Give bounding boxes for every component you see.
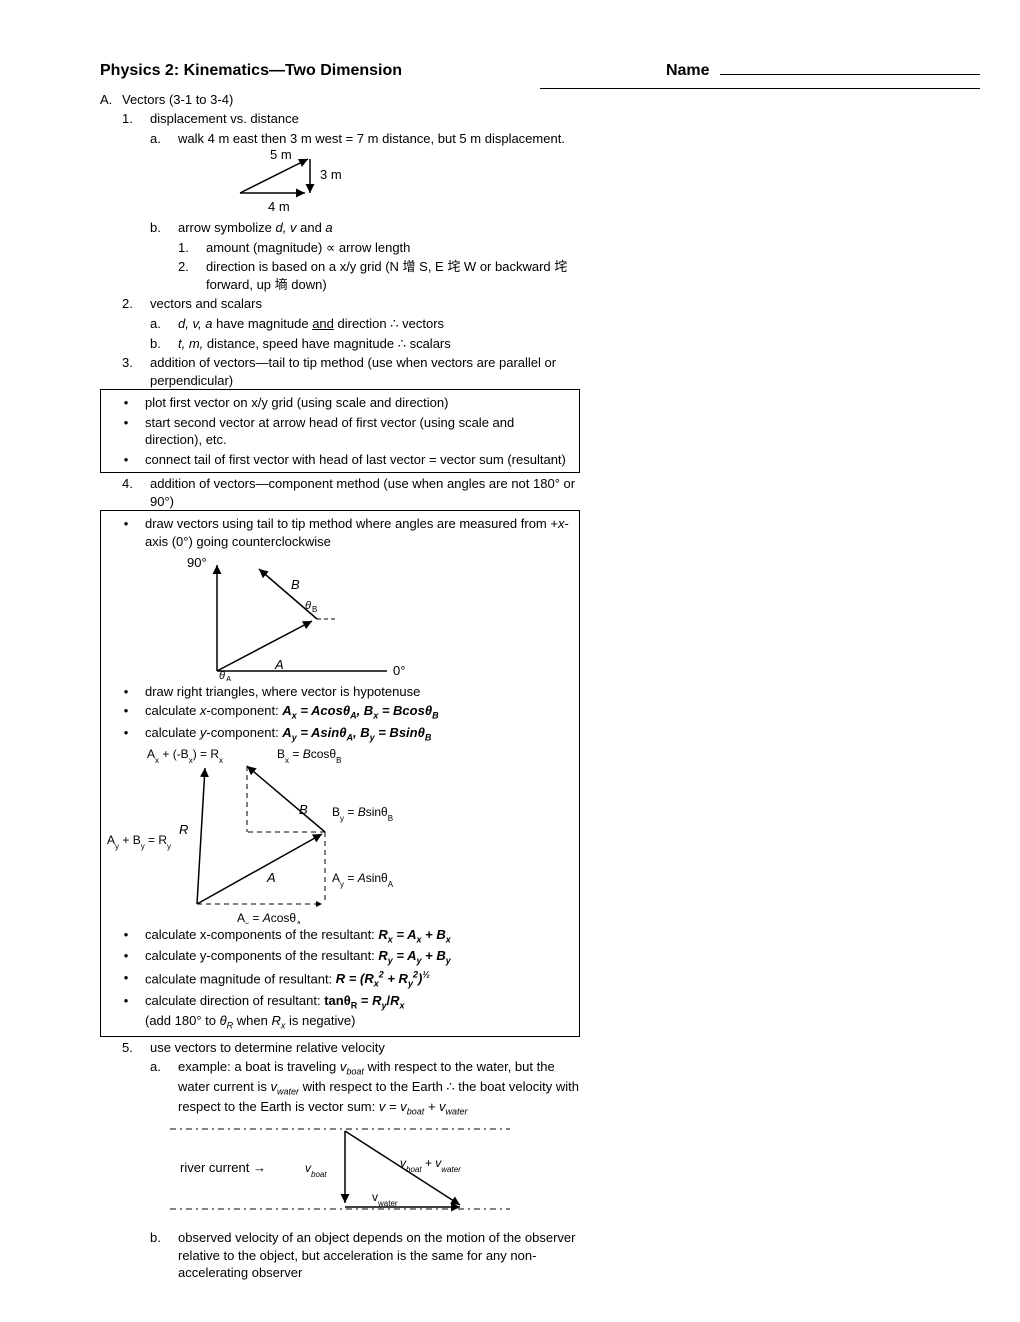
header-rule xyxy=(540,88,980,89)
triangle-diagram: 5 m 3 m 4 m xyxy=(150,147,580,217)
name-label: Name xyxy=(666,62,710,79)
section-heading: Vectors (3-1 to 3-4) xyxy=(122,91,233,109)
svg-text:θ: θ xyxy=(219,670,225,681)
item-2a: a. d, v, a have magnitude and direction … xyxy=(150,315,580,333)
sub-text: arrow symbolize d, v and a xyxy=(178,219,333,237)
svg-text:A: A xyxy=(266,870,276,885)
svg-text:vwater: vwater xyxy=(372,1190,398,1208)
sub-letter: b. xyxy=(150,1229,178,1282)
item-text: addition of vectors—tail to tip method (… xyxy=(150,354,580,389)
sub-text: amount (magnitude) ∝ arrow length xyxy=(206,239,410,257)
item-num: 3. xyxy=(122,354,150,389)
bullet-text: calculate y-components of the resultant:… xyxy=(145,947,451,967)
section-A: A. Vectors (3-1 to 3-4) xyxy=(100,91,580,109)
bullet-text: calculate y-component: Ay = AsinθA, By =… xyxy=(145,724,431,744)
axis-diagram: 90° 0° A θA B θB xyxy=(107,551,573,681)
sub-text: observed velocity of an object depends o… xyxy=(178,1229,580,1282)
bullet-text: draw vectors using tail to tip method wh… xyxy=(145,515,573,550)
item-4: 4. addition of vectors—component method … xyxy=(122,475,580,510)
bullet-text: calculate x-components of the resultant:… xyxy=(145,926,451,946)
sub-text: example: a boat is traveling vboat with … xyxy=(178,1058,580,1117)
item-3: 3. addition of vectors—tail to tip metho… xyxy=(122,354,580,389)
svg-text:B: B xyxy=(312,605,317,614)
river-diagram: river current → vboat vboat + vwater vwa… xyxy=(150,1117,580,1227)
svg-text:A: A xyxy=(226,675,232,681)
sub-letter: a. xyxy=(150,315,178,333)
name-field: Name xyxy=(666,60,980,82)
sub-letter: a. xyxy=(150,1058,178,1117)
bullet-icon: • xyxy=(107,414,145,449)
svg-text:90°: 90° xyxy=(187,555,207,570)
bullet-text: calculate direction of resultant: tanθR … xyxy=(145,992,405,1031)
bullet-icon: • xyxy=(107,394,145,412)
bullet-icon: • xyxy=(107,947,145,967)
item-text: vectors and scalars xyxy=(150,295,262,313)
item-5a: a. example: a boat is traveling vboat wi… xyxy=(150,1058,580,1117)
name-blank-line xyxy=(720,74,980,75)
sub-num: 1. xyxy=(178,239,206,257)
item-1a: a. walk 4 m east then 3 m west = 7 m dis… xyxy=(150,130,580,148)
svg-text:river current →: river current → xyxy=(180,1160,266,1175)
bullet-text: draw right triangles, where vector is hy… xyxy=(145,683,420,701)
svg-text:θ: θ xyxy=(305,600,311,612)
item-1b2: 2. direction is based on a x/y grid (N 增… xyxy=(178,258,580,293)
svg-text:Ay = AsinθA: Ay = AsinθA xyxy=(332,871,394,889)
svg-text:Ax = AcosθA: Ax = AcosθA xyxy=(237,911,302,924)
sub-text: t, m, distance, speed have magnitude ∴ s… xyxy=(178,335,451,353)
svg-text:B: B xyxy=(299,802,308,817)
sub-num: 2. xyxy=(178,258,206,293)
svg-text:By = BsinθB: By = BsinθB xyxy=(332,805,393,823)
bullet-text: plot first vector on x/y grid (using sca… xyxy=(145,394,448,412)
item-2b: b. t, m, distance, speed have magnitude … xyxy=(150,335,580,353)
item-5b: b. observed velocity of an object depend… xyxy=(150,1229,580,1282)
item-num: 4. xyxy=(122,475,150,510)
svg-text:R: R xyxy=(179,822,188,837)
label-3m: 3 m xyxy=(320,167,342,182)
item-num: 2. xyxy=(122,295,150,313)
bullet-text: connect tail of first vector with head o… xyxy=(145,451,566,469)
bullet-icon: • xyxy=(107,992,145,1031)
sub-letter: b. xyxy=(150,335,178,353)
item-1b1: 1. amount (magnitude) ∝ arrow length xyxy=(178,239,580,257)
bullet-text: calculate magnitude of resultant: R = (R… xyxy=(145,969,430,990)
item-text: use vectors to determine relative veloci… xyxy=(150,1039,385,1057)
svg-text:Ax + (-Bx) = Rx: Ax + (-Bx) = Rx xyxy=(147,747,223,765)
page-title: Physics 2: Kinematics—Two Dimension xyxy=(100,60,402,82)
bullet-icon: • xyxy=(107,724,145,744)
sub-letter: a. xyxy=(150,130,178,148)
bullet-box-4: • draw vectors using tail to tip method … xyxy=(100,510,580,1036)
item-2: 2. vectors and scalars xyxy=(122,295,580,313)
label-4m: 4 m xyxy=(268,199,290,214)
bullet-box-3: •plot first vector on x/y grid (using sc… xyxy=(100,389,580,473)
label-5m: 5 m xyxy=(270,147,292,162)
bullet-text: start second vector at arrow head of fir… xyxy=(145,414,573,449)
item-text: addition of vectors—component method (us… xyxy=(150,475,580,510)
item-text: displacement vs. distance xyxy=(150,110,299,128)
svg-text:A: A xyxy=(274,657,284,672)
item-1b: b. arrow symbolize d, v and a xyxy=(150,219,580,237)
bullet-text: calculate x-component: Ax = AcosθA, Bx =… xyxy=(145,702,439,722)
svg-text:Ay + By = Ry: Ay + By = Ry xyxy=(107,833,171,851)
svg-text:vboat + vwater: vboat + vwater xyxy=(400,1156,461,1174)
sub-text: direction is based on a x/y grid (N 增 S,… xyxy=(206,258,580,293)
bullet-icon: • xyxy=(107,451,145,469)
sub-text: d, v, a have magnitude and direction ∴ v… xyxy=(178,315,444,333)
item-num: 5. xyxy=(122,1039,150,1057)
svg-text:vboat: vboat xyxy=(305,1161,327,1179)
bullet-icon: • xyxy=(107,702,145,722)
section-letter: A. xyxy=(100,91,122,109)
svg-text:B: B xyxy=(291,577,300,592)
svg-text:0°: 0° xyxy=(393,663,405,678)
svg-text:Bx = BcosθB: Bx = BcosθB xyxy=(277,747,341,765)
components-diagram: Ax + (-Bx) = Rx Bx = BcosθB A B R By = B… xyxy=(107,744,573,924)
item-num: 1. xyxy=(122,110,150,128)
bullet-icon: • xyxy=(107,683,145,701)
item-5: 5. use vectors to determine relative vel… xyxy=(122,1039,580,1057)
bullet-icon: • xyxy=(107,515,145,550)
item-1: 1. displacement vs. distance xyxy=(122,110,580,128)
bullet-icon: • xyxy=(107,926,145,946)
bullet-icon: • xyxy=(107,969,145,990)
sub-text: walk 4 m east then 3 m west = 7 m distan… xyxy=(178,130,565,148)
sub-letter: b. xyxy=(150,219,178,237)
